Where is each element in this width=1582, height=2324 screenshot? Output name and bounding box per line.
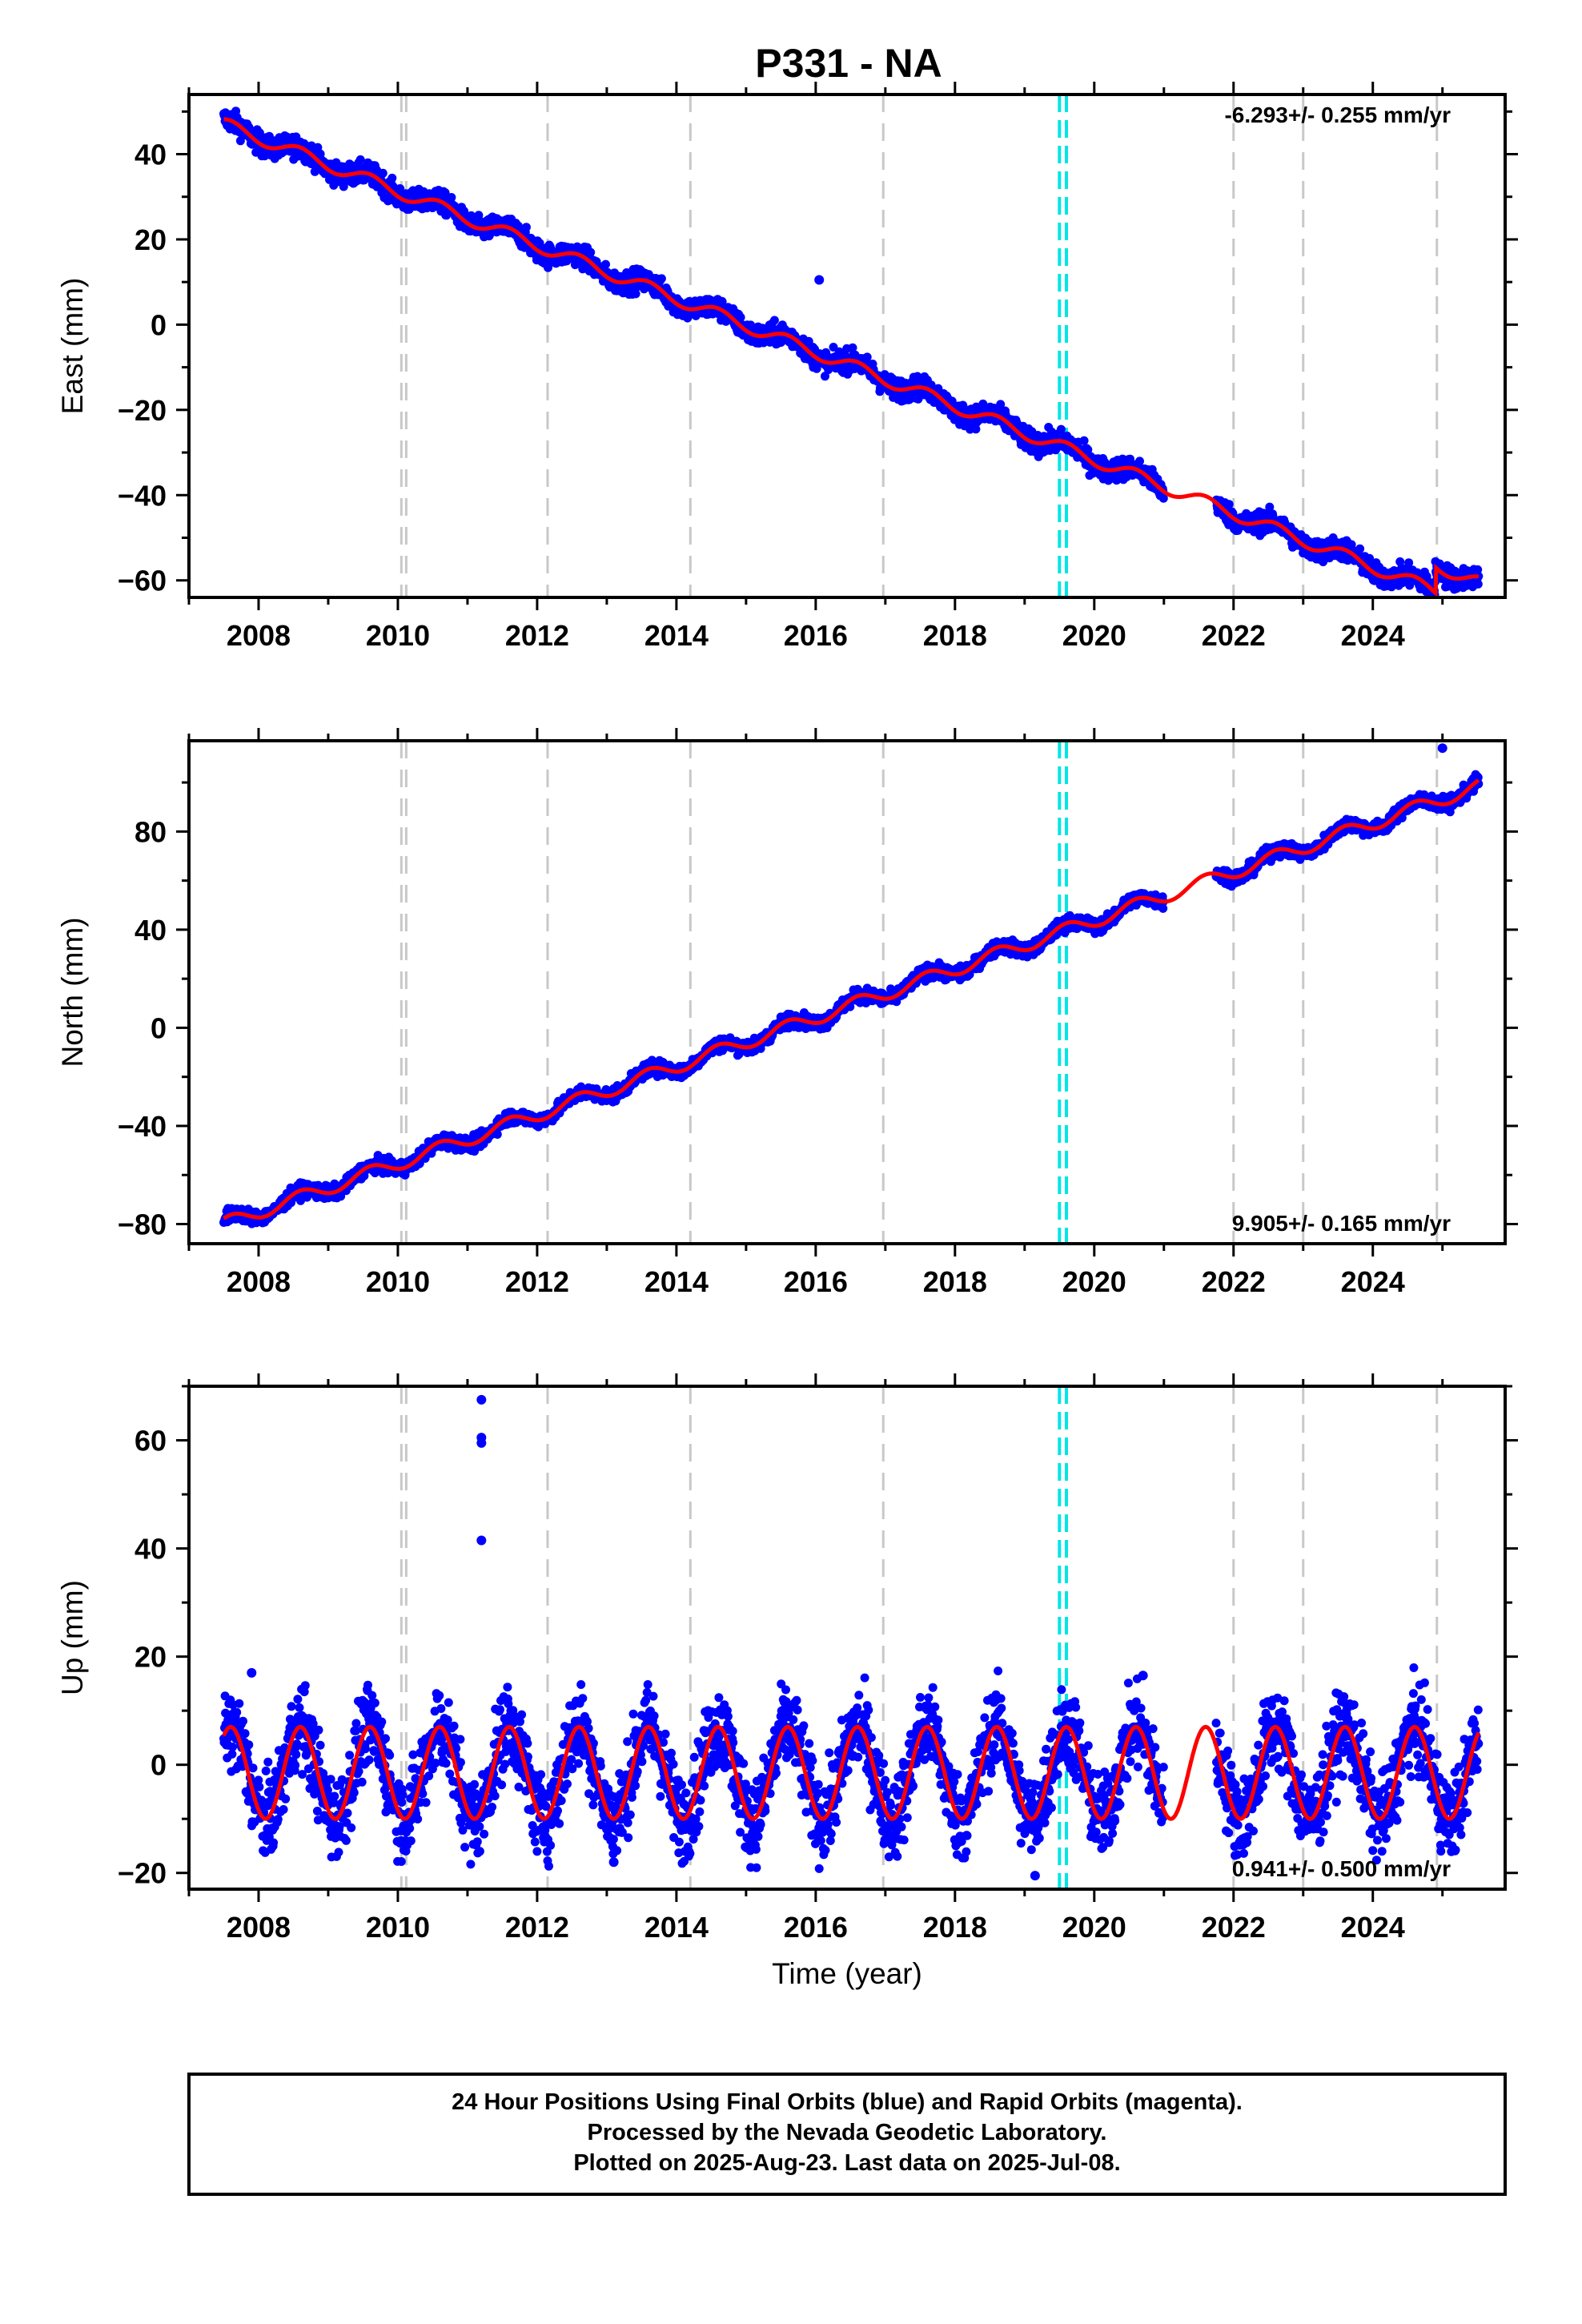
data-point [521,223,531,232]
data-point [1473,579,1483,589]
x-tick-label: 2008 [227,619,291,652]
data-point [971,424,981,434]
data-point [1224,500,1234,509]
data-point [387,173,397,183]
outlier-point [814,275,825,285]
y-tick-label: 0 [151,308,167,341]
data-point [862,352,872,362]
x-tick-label: 2012 [505,619,569,652]
data-point [535,239,544,248]
data-point [1404,558,1414,568]
data-point [601,259,610,269]
y-tick-label: 20 [135,223,167,256]
chart-title: P331 - NA [755,41,942,86]
x-tick-label: 2010 [366,619,430,652]
y-tick-label: −40 [118,479,167,512]
data-point [378,168,387,178]
x-tick-label: 2020 [1062,619,1126,652]
data-point [1473,565,1483,574]
x-tick-label: 2018 [923,619,987,652]
data-point [656,274,666,283]
plot-area [219,94,1484,597]
data-point [1083,445,1093,454]
plot-frame [187,93,1507,599]
data-point [769,316,779,325]
data-point [513,221,523,231]
y-tick-label: 40 [135,139,167,171]
y-tick-label: −60 [118,565,167,597]
data-point [845,1002,855,1011]
data-point [447,193,456,202]
data-point [1265,502,1275,512]
data-point [1158,493,1168,503]
x-tick-label: 2022 [1202,619,1266,652]
data-point [1056,424,1066,434]
plot-area [219,741,1484,1244]
data-point [848,343,857,352]
x-tick-label: 2014 [644,619,709,652]
velocity-annotation: -6.293+/- 0.255 mm/yr [1224,103,1451,127]
data-point [1079,436,1089,445]
data-point [586,247,596,257]
data-point [355,155,365,164]
data-point [1135,456,1144,466]
data-point [821,372,829,381]
data-point [492,1130,502,1139]
data-point [1355,544,1365,553]
data-point [255,128,264,138]
data-point [717,297,727,307]
x-tick-label: 2016 [784,619,848,652]
data-point [631,289,640,299]
y-tick-label: −20 [118,394,167,427]
north-panel: 2008 2010 2012 2014 2016 2018 2020 2022 2024−80−… [56,728,1518,1298]
x-tick-label: 2024 [1341,619,1405,652]
east-panel: 2008 2010 2012 2014 2016 2018 2020 2022 2024 −60 −… [56,82,1518,652]
data-point [736,312,745,322]
model-curve [223,117,1479,597]
y-axis-label: East (mm) [56,278,89,415]
